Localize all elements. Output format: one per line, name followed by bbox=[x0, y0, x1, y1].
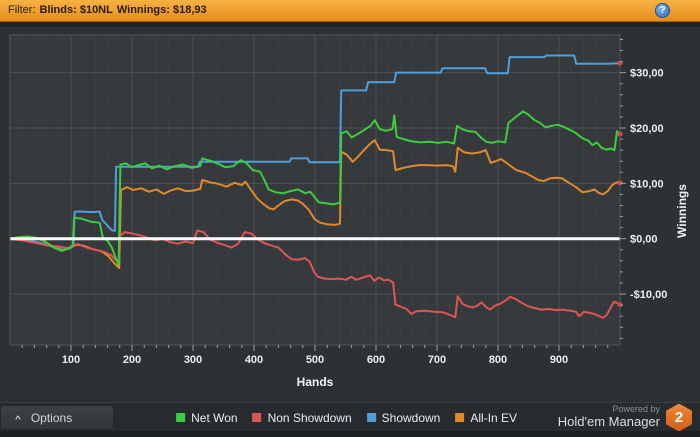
legend-label: Non Showdown bbox=[267, 410, 352, 425]
legend-item-non-showdown: Non Showdown bbox=[252, 410, 352, 425]
y-tick-label: $0,00 bbox=[630, 234, 658, 246]
x-tick-label: 800 bbox=[489, 354, 507, 366]
filter-label: Filter: bbox=[8, 4, 36, 16]
legend-swatch-icon bbox=[366, 413, 376, 422]
chevron-up-icon: ^ bbox=[15, 415, 21, 424]
winnings-graph: 100 200 300 400 500 600 700 800 900 $30,00 $20,00 $… bbox=[9, 34, 667, 366]
options-button-label: Options bbox=[30, 411, 73, 425]
legend-swatch-icon bbox=[252, 413, 262, 422]
x-tick-label: 200 bbox=[123, 354, 141, 366]
legend-item-all-in-ev: All-In EV bbox=[455, 411, 517, 425]
options-button[interactable]: ^ Options bbox=[0, 405, 114, 430]
series-all-in-ev bbox=[9, 139, 621, 270]
chart-panel: 100 200 300 400 500 600 700 800 900 $30,00 $20,00 $… bbox=[0, 27, 700, 402]
x-tick-label: 300 bbox=[184, 354, 202, 366]
x-tick-label: 100 bbox=[62, 354, 80, 366]
topbar-separator bbox=[0, 22, 700, 27]
series-non-showdown bbox=[9, 229, 621, 319]
series-showdown bbox=[9, 54, 621, 251]
filter-bar: Filter: Blinds: $10NL Winnings: $18,93 ? bbox=[0, 0, 700, 22]
powered-by-block: Powered by Hold'em Manager 2 bbox=[558, 403, 692, 432]
legend-swatch-icon bbox=[176, 413, 186, 422]
y-tick-label: $30,00 bbox=[630, 68, 664, 80]
x-axis-title: Hands bbox=[296, 375, 334, 389]
x-tick-label: 600 bbox=[367, 354, 385, 366]
series-net-won bbox=[9, 110, 621, 267]
bottom-bar: ^ Options Net Won Non Showdown Showdown All-… bbox=[0, 402, 700, 432]
y-tick-label: $20,00 bbox=[630, 123, 664, 135]
legend-swatch-icon bbox=[455, 413, 465, 422]
filter-blinds-value[interactable]: Blinds: $10NL bbox=[39, 4, 113, 16]
legend-item-showdown: Showdown bbox=[366, 410, 441, 425]
y-tick-label: $10,00 bbox=[630, 178, 664, 190]
app-name-label: Hold'em Manager bbox=[557, 414, 660, 430]
legend-label: All-In EV bbox=[470, 410, 518, 425]
x-tick-label: 400 bbox=[245, 354, 263, 366]
y-tick-label: -$10,00 bbox=[630, 289, 667, 301]
x-tick-label: 500 bbox=[306, 354, 324, 366]
chart-legend: Net Won Non Showdown Showdown All-In EV bbox=[176, 403, 517, 432]
x-tick-label: 900 bbox=[550, 354, 568, 366]
legend-label: Showdown bbox=[381, 410, 441, 425]
y-axis-title: Winnings bbox=[675, 184, 689, 238]
powered-by-label: Powered by bbox=[612, 404, 660, 415]
filter-winnings-value[interactable]: Winnings: $18,93 bbox=[116, 4, 207, 16]
footer-strip bbox=[0, 431, 700, 437]
help-icon[interactable]: ? bbox=[655, 3, 670, 18]
x-tick-label: 700 bbox=[428, 354, 446, 366]
legend-label: Net Won bbox=[191, 410, 238, 425]
hm2-logo-icon: 2 bbox=[666, 403, 692, 432]
legend-item-net-won: Net Won bbox=[176, 410, 238, 425]
